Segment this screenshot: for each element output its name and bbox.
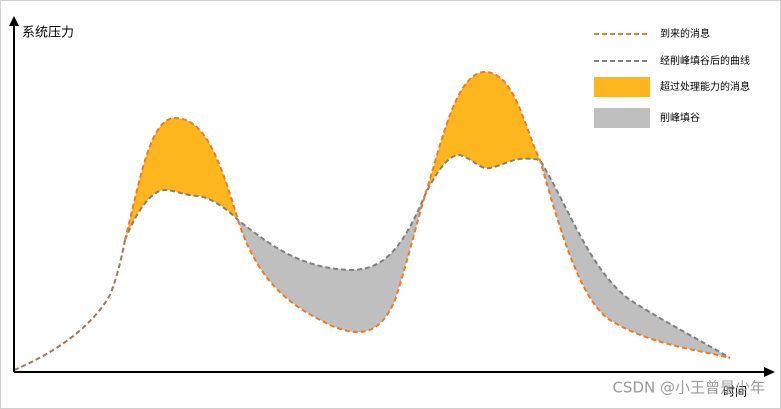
smoothed-curve xyxy=(124,153,731,359)
legend-label: 到来的消息 xyxy=(660,27,710,40)
watermark: CSDN @小王曾是少年 xyxy=(612,379,765,397)
legend-label: 超过处理能力的消息 xyxy=(660,80,750,93)
arrival-curve xyxy=(124,70,731,359)
legend-swatch xyxy=(594,77,650,97)
y-arrow xyxy=(9,16,19,26)
x-arrow xyxy=(764,367,775,377)
legend-swatch xyxy=(594,108,650,128)
excess-area xyxy=(425,72,540,195)
smoothed-area xyxy=(238,195,425,333)
start-curve xyxy=(13,239,126,371)
excess-area xyxy=(125,118,238,240)
legend-label: 削峰填谷 xyxy=(660,111,700,124)
legend-label: 经削峰填谷后的曲线 xyxy=(660,54,750,67)
y-label: 系统压力 xyxy=(22,26,74,41)
smoothed-area xyxy=(540,160,730,358)
x-label: 时间 xyxy=(723,385,747,399)
